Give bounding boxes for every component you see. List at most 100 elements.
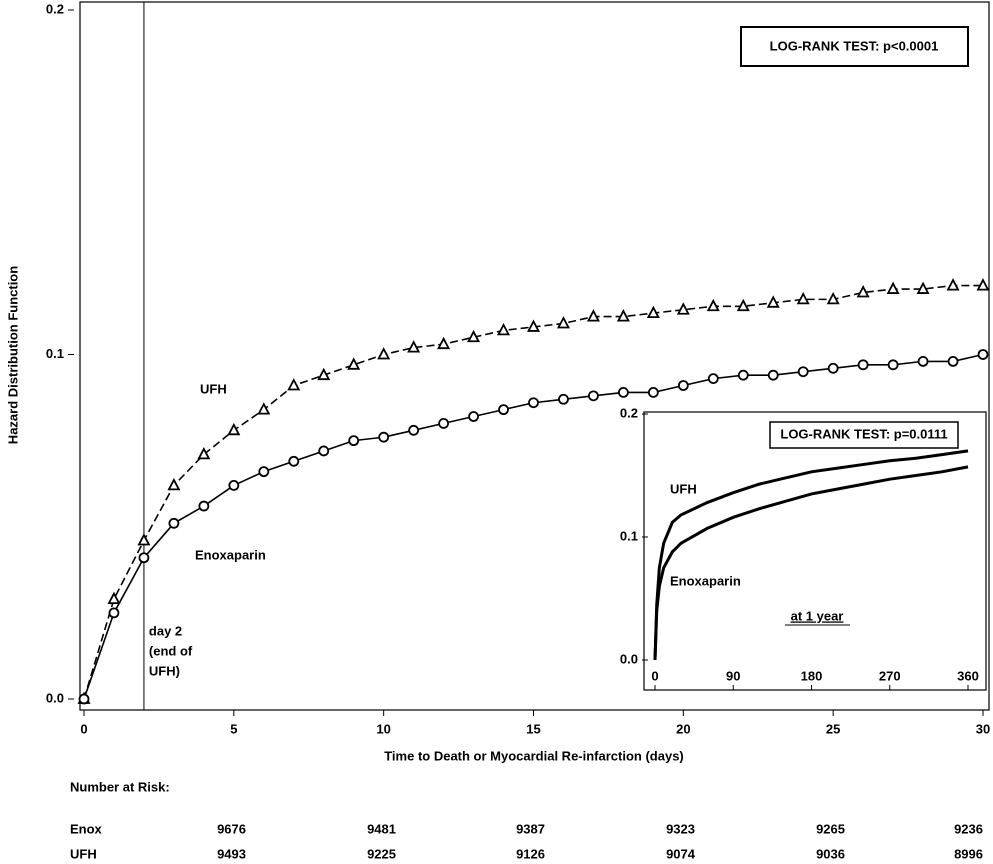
marker [976,278,990,291]
marker [318,445,330,457]
marker [856,285,870,298]
risk-value: 9265 [816,821,845,836]
risk-value: 8996 [954,846,983,861]
x-tick-label: 90 [726,668,740,683]
marker [497,322,511,336]
y-tick-label: 0.1 [46,346,64,361]
marker [438,417,450,429]
inset-test-label: LOG-RANK TEST: p=0.0111 [780,426,947,441]
x-tick-label: 15 [526,721,540,736]
marker [736,298,750,312]
marker [647,386,659,398]
x-tick-label: 0 [651,668,658,683]
marker [677,380,689,391]
marker [407,340,421,353]
test-label: LOG-RANK TEST: p<0.0001 [770,38,939,53]
marker [766,295,780,308]
marker [977,349,989,360]
marker [377,347,391,360]
marker [947,355,959,367]
marker [167,477,181,491]
marker [528,397,539,409]
x-tick-label: 0 [80,721,87,736]
y-tick-label: 0.1 [620,528,638,543]
risk-row-label: Enox [70,821,103,836]
marker [228,480,240,491]
x-tick-label: 270 [879,668,901,683]
marker [706,298,720,312]
x-axis-label: Time to Death or Myocardial Re-infarctio… [384,748,684,763]
marker [498,404,509,416]
risk-value: 9481 [367,821,396,836]
y-tick-label: 0.0 [46,690,64,705]
risk-value: 9323 [666,821,695,836]
risk-value: 9225 [367,846,396,861]
marker [138,552,150,564]
risk-value: 9236 [954,821,983,836]
marker [348,435,360,447]
marker [737,369,749,381]
marker [796,291,810,305]
y-tick-label: 0.2 [46,1,64,16]
inset-series-label: UFH [670,481,697,496]
plot-frame [79,1,990,711]
marker [257,402,271,415]
marker [527,319,540,332]
marker [408,424,420,436]
marker [887,359,899,371]
series-label: UFH [200,381,227,396]
marker [916,281,930,294]
marker [78,693,90,705]
x-tick-label: 10 [376,721,390,736]
series-line [653,465,969,661]
x-tick-label: 25 [826,721,840,736]
marker [198,500,210,512]
y-axis-label: Hazard Distribution Function [5,266,20,444]
marker [107,591,121,604]
marker [826,291,840,305]
risk-title: Number at Risk: [70,779,170,794]
marker [468,411,479,422]
marker [618,386,629,398]
risk-value: 9676 [217,821,246,836]
x-tick-label: 30 [976,721,990,736]
x-tick-label: 360 [957,668,979,683]
marker [347,357,361,370]
marker [137,533,151,546]
series-line [653,449,969,661]
marker [588,390,599,402]
marker [108,607,120,619]
marker [827,362,839,374]
x-tick-label: 180 [801,668,823,683]
risk-value: 9074 [666,846,696,861]
marker [707,373,719,385]
series-label: Enoxaparin [195,547,266,562]
marker [227,422,241,436]
marker [437,336,451,350]
risk-value: 9036 [816,846,845,861]
risk-value: 9387 [516,821,545,836]
marker [168,517,180,529]
marker [797,366,809,378]
reference-label: (end of [149,643,193,658]
marker [288,455,300,467]
marker [558,393,569,405]
risk-value: 9493 [217,846,246,861]
x-tick-label: 20 [676,721,690,736]
reference-label: day 2 [149,623,182,638]
y-tick-label: 0.2 [620,405,638,420]
marker [467,329,481,343]
marker [767,369,779,381]
y-tick-label: 0.0 [620,651,638,666]
x-tick-label: 5 [230,721,237,736]
marker [676,302,690,315]
marker [287,378,301,391]
marker [886,281,900,294]
marker [197,446,211,460]
marker [378,431,390,443]
marker [646,305,660,319]
marker [917,355,929,367]
marker [857,359,869,371]
inset-test-box [769,421,959,449]
